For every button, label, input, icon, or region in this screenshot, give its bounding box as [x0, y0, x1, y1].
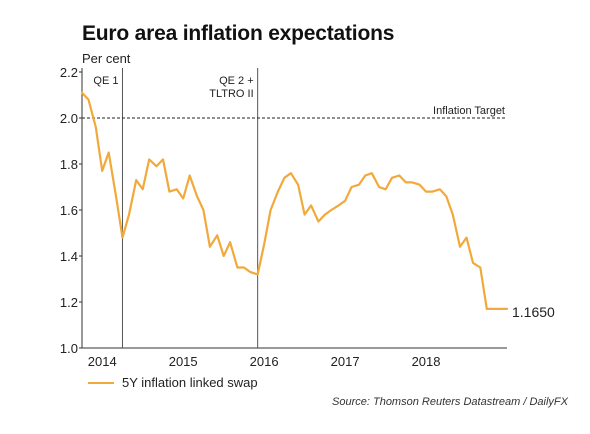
axis-layer: 1.0 1.2 1.4 1.6 1.8 2.0 2.2 2014 2015 2016 2017 201… — [60, 65, 507, 369]
source-note: Source: Thomson Reuters Datastream / Dai… — [332, 396, 568, 408]
y-tick-label: 1.0 — [60, 341, 78, 356]
y-tick-label: 1.2 — [60, 295, 78, 310]
event-line-label: QE 2 + — [219, 75, 254, 87]
y-tick-label: 2.0 — [60, 111, 78, 126]
x-tick-label: 2014 — [88, 354, 117, 369]
series-layer — [80, 91, 509, 310]
y-tick-label: 1.8 — [60, 157, 78, 172]
legend: 5Y inflation linked swap — [88, 375, 258, 390]
x-tick-label: 2016 — [250, 354, 279, 369]
event-lines-layer: QE 1 QE 2 +TLTRO II — [93, 68, 259, 348]
legend-label: 5Y inflation linked swap — [122, 375, 258, 390]
event-line-label: TLTRO II — [209, 88, 253, 100]
reference-line-layer: Inflation Target — [82, 105, 507, 119]
x-tick-label: 2017 — [331, 354, 360, 369]
series-line-5y-inflation-linked-swap — [80, 91, 509, 310]
y-tick-label: 1.4 — [60, 249, 78, 264]
x-tick-label: 2015 — [169, 354, 198, 369]
chart-title: Euro area inflation expectations — [82, 22, 395, 45]
x-tick-label: 2018 — [412, 354, 441, 369]
y-tick-label: 2.2 — [60, 65, 78, 80]
y-tick-label: 1.6 — [60, 203, 78, 218]
last-value-label: 1.1650 — [512, 304, 555, 320]
inflation-target-label: Inflation Target — [433, 105, 505, 117]
y-axis-unit-label: Per cent — [82, 51, 131, 66]
legend-swatch — [88, 381, 114, 384]
event-line-label: QE 1 — [93, 75, 118, 87]
